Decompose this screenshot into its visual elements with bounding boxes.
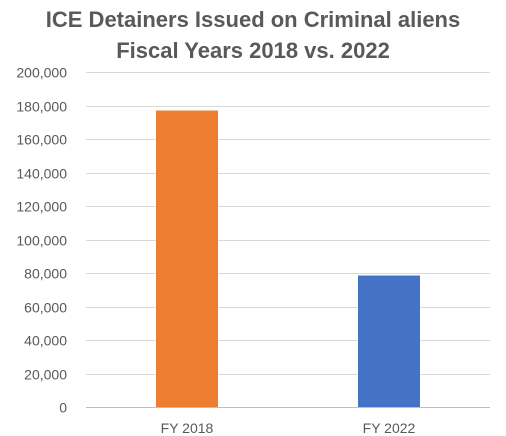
y-tick-label: 140,000 [16,166,67,182]
y-tick-label: 60,000 [24,300,67,316]
chart-title-line-1: ICE Detainers Issued on Criminal aliens [45,7,461,32]
y-tick-label: 100,000 [16,233,67,249]
y-tick-label: 160,000 [16,132,67,148]
x-tick-label: FY 2018 [161,420,214,436]
bar-fy-2018 [156,110,218,408]
bar-fy-2022 [358,275,420,407]
y-tick-label: 200,000 [16,65,67,81]
y-tick-label: 0 [59,400,67,416]
chart-title-line-2: Fiscal Years 2018 vs. 2022 [116,38,390,63]
x-tick-label: FY 2022 [363,420,416,436]
y-tick-label: 80,000 [24,266,67,282]
y-tick-label: 20,000 [24,367,67,383]
y-tick-label: 120,000 [16,199,67,215]
chart-title: ICE Detainers Issued on Criminal aliens … [0,4,506,66]
y-tick-label: 180,000 [16,99,67,115]
y-tick-label: 40,000 [24,333,67,349]
